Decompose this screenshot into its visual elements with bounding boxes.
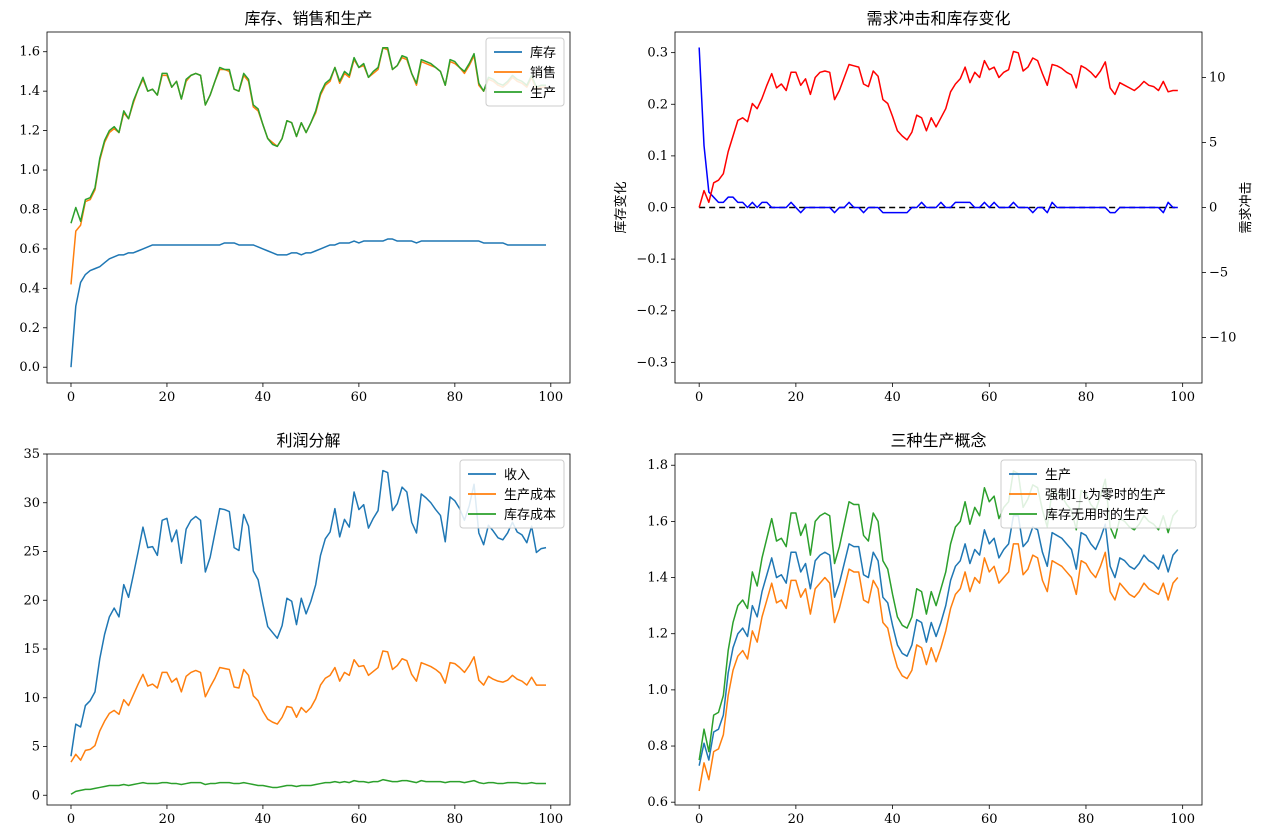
legend-label: 收入 [504,468,530,483]
y-tick-label: 0.8 [19,202,40,217]
y-tick-label: 0.8 [647,739,668,754]
y-tick-label: −0.3 [636,355,668,370]
legend-box [485,37,565,107]
y-tick-label: 0.0 [647,201,668,216]
x-tick-label: 0 [67,812,75,827]
y-tick-label: 0.3 [647,46,668,61]
y-tick-label: 35 [23,447,40,462]
x-tick-label: 80 [1078,812,1095,827]
x-tick-label: 40 [255,390,272,405]
y-tick-label: 0.0 [19,360,40,375]
y-tick-label: 0.1 [647,149,668,164]
y-axis-label: 库存变化 [613,181,629,233]
x-tick-label: 0 [67,390,75,405]
y-tick-label: 1.0 [647,683,668,698]
y-tick-label: 0.4 [19,281,40,296]
x-tick-label: 80 [447,812,464,827]
x-tick-label: 40 [884,390,901,405]
plot-frame [674,31,1203,384]
x-tick-label: 20 [159,812,176,827]
x-tick-label: 20 [788,812,805,827]
legend-box [459,459,565,529]
series-line-1 [70,238,547,368]
plot-frame [674,453,1203,806]
legend-label: 生产 [1045,468,1071,483]
series-line-2 [70,650,547,763]
y-tick-label: 30 [23,496,40,511]
chart-title: 三种生产概念 [890,431,986,450]
y-tick-label: 0.2 [647,97,668,112]
series-line-3 [70,778,547,795]
y2-axis-label: 需求冲击 [1239,181,1254,233]
x-tick-label: 100 [1170,812,1195,827]
chart-title: 需求冲击和库存变化 [866,9,1010,28]
legend-box [1000,459,1197,529]
y2-tick-label: −10 [1209,331,1236,346]
plot-frame [46,31,571,384]
chart-title: 库存、销售和生产 [244,9,372,28]
x-tick-label: 80 [447,390,464,405]
y2-tick-label: 5 [1209,136,1217,151]
y-tick-label: 0.6 [19,242,40,257]
x-tick-label: 100 [538,390,563,405]
y-tick-label: 1.4 [647,571,668,586]
y-tick-label: 10 [23,691,40,706]
y-tick-label: 0 [32,788,40,803]
y-tick-label: 1.6 [647,514,668,529]
y-tick-label: −0.2 [636,304,668,319]
x-tick-label: 40 [884,812,901,827]
x-tick-label: 0 [695,390,703,405]
subplot-1: 库存、销售和生产 0 20 40 60 80 100 0.0 0.2 0.4 0.6 0.8 1.0 1.… [19,9,571,405]
y-tick-label: 1.2 [647,627,668,642]
y-tick-label: 0.6 [647,795,668,810]
series-line-1 [698,515,1179,766]
chart-title: 利润分解 [276,431,340,450]
x-tick-label: 40 [255,812,272,827]
x-tick-label: 100 [1170,390,1195,405]
x-tick-label: 80 [1078,390,1095,405]
plot-frame [46,453,571,806]
legend-label: 生产 [530,86,556,101]
x-tick-label: 60 [981,812,998,827]
y-tick-label: 1.8 [647,458,668,473]
legend-label: 库存无用时的生产 [1045,507,1149,523]
y-tick-label: 5 [32,740,40,755]
x-tick-label: 60 [351,812,368,827]
subplot-4: 三种生产概念 0 20 40 60 80 100 0.6 0.8 1.0 1.2 1.4 1.6 1.8 生… [647,431,1203,827]
series-line-2 [698,543,1179,792]
x-tick-label: 60 [351,390,368,405]
y-tick-label: 1.0 [19,163,40,178]
x-tick-label: 20 [159,390,176,405]
y-tick-label: 20 [23,593,40,608]
legend-label: 销售 [530,65,556,81]
x-tick-label: 60 [981,390,998,405]
series-line-1 [698,47,1178,214]
y-tick-label: 15 [23,642,40,657]
legend-label: 生产成本 [504,488,556,503]
x-tick-label: 0 [695,812,703,827]
legend-label: 库存 [530,45,556,61]
legend-label: 库存成本 [504,507,556,523]
y2-tick-label: 10 [1209,71,1226,86]
y-tick-label: −0.1 [636,252,668,267]
y-tick-label: 1.6 [19,45,40,60]
x-tick-label: 20 [788,390,805,405]
x-tick-label: 100 [538,812,563,827]
legend-label: 强制I_t为零时的生产 [1045,487,1166,503]
y-tick-label: 1.4 [19,84,40,99]
y-tick-label: 25 [23,545,40,560]
series-line-3 [70,47,547,224]
y-tick-label: 1.2 [19,124,40,139]
y2-tick-label: −5 [1209,266,1228,281]
y-tick-label: 0.2 [19,321,40,336]
series-line-2 [698,50,1178,208]
y2-tick-label: 0 [1209,201,1217,216]
